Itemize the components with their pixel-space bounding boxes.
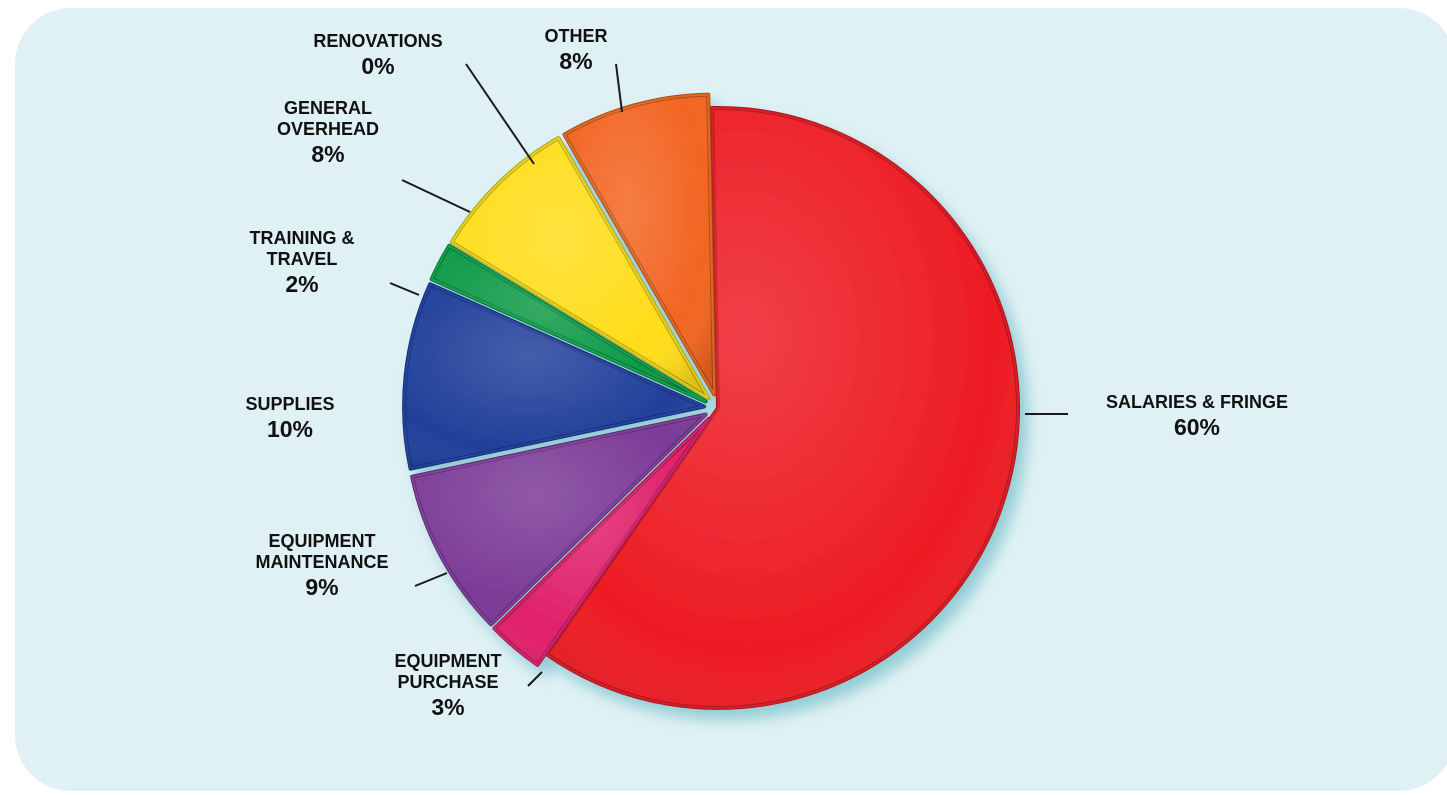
pie-slice-highlight-other: [563, 93, 716, 396]
leader-line-general-overhead: [401, 179, 471, 213]
slice-label-equipment-purchase-line-1: EQUIPMENT: [394, 651, 501, 671]
slice-label-salaries-and-fringe: SALARIES & FRINGE: [1106, 392, 1288, 412]
slice-label-equipment-maintenance-line-1: EQUIPMENT: [268, 531, 375, 551]
leader-line-equipment-purchase: [527, 671, 543, 687]
slice-label-renovations: RENOVATIONS: [313, 31, 442, 51]
pie-slice-highlight-training-and-travel: [430, 244, 707, 403]
pie-slice-highlight-general-overhead: [450, 136, 710, 399]
slice-label-general-overhead-line-1: GENERAL: [284, 98, 372, 118]
slice-label-other: OTHER: [545, 26, 608, 46]
slice-value-renovations: 0%: [361, 53, 394, 79]
leader-line-other: [615, 63, 623, 113]
slice-label-equipment-maintenance-line-2: MAINTENANCE: [256, 552, 389, 572]
slice-label-training-and-travel-line-1: TRAINING &: [250, 228, 355, 248]
slice-value-equipment-purchase: 3%: [431, 694, 464, 720]
pie-slice-highlight-supplies: [403, 282, 708, 470]
leader-line-renovations: [465, 63, 535, 165]
slice-value-training-and-travel: 2%: [285, 271, 318, 297]
slice-value-other: 8%: [559, 48, 592, 74]
slice-value-salaries-and-fringe: 60%: [1174, 414, 1220, 440]
slice-value-equipment-maintenance: 9%: [305, 574, 338, 600]
pie-slice-highlight-salaries-and-fringe: [545, 107, 1019, 709]
pie-slice-highlight-equipment-maintenance: [410, 412, 709, 626]
slice-label-supplies: SUPPLIES: [245, 394, 334, 414]
leader-line-equipment-maintenance: [414, 572, 448, 587]
slice-label-general-overhead-line-2: OVERHEAD: [277, 119, 379, 139]
slice-label-equipment-purchase-line-2: PURCHASE: [397, 672, 498, 692]
slice-value-supplies: 10%: [267, 416, 313, 442]
slice-value-general-overhead: 8%: [311, 141, 344, 167]
pie-slice-highlight-equipment-purchase: [492, 417, 710, 667]
leader-line-training-and-travel: [389, 282, 420, 296]
slice-label-training-and-travel-line-2: TRAVEL: [267, 249, 338, 269]
